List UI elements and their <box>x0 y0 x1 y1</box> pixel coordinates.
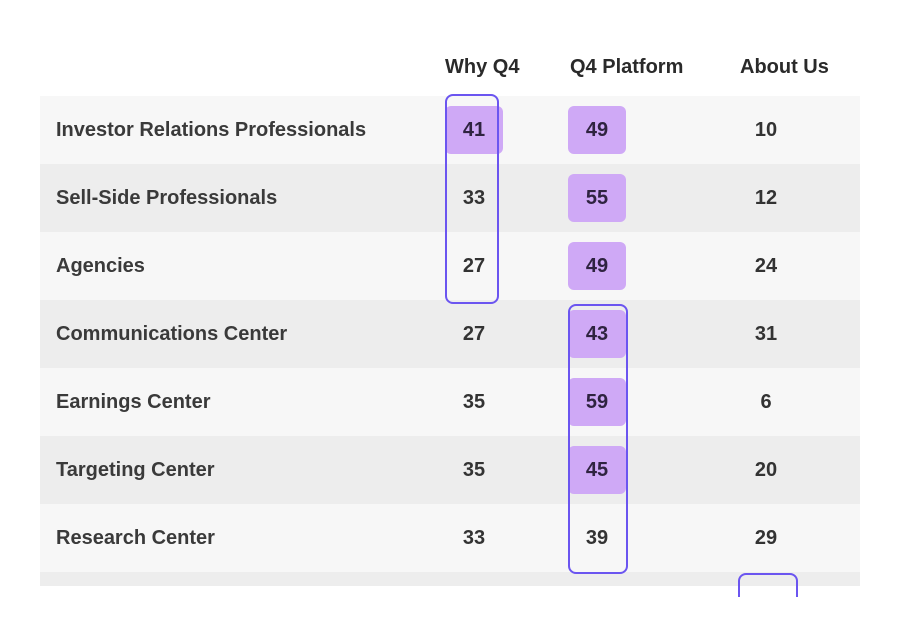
cell-why-q4: 33 <box>462 527 486 549</box>
row-label: Research Center <box>56 527 215 549</box>
table-row: Communications Center 27 43 31 <box>40 300 860 368</box>
outline-q4-platform-group <box>568 304 628 574</box>
cell-about-us: 12 <box>754 187 778 209</box>
cell-why-q4: 35 <box>462 391 486 413</box>
table-row: Agencies 27 49 24 <box>40 232 860 300</box>
table-row: Investor Relations Professionals 41 49 10 <box>40 96 860 164</box>
column-header-q4-platform: Q4 Platform <box>570 56 684 78</box>
cell-q4-platform: 59 <box>568 378 626 426</box>
row-label: Agencies <box>56 255 145 277</box>
cell-why-q4: 35 <box>462 459 486 481</box>
row-label: Sell-Side Professionals <box>56 187 278 209</box>
cell-why-q4: 27 <box>462 255 486 277</box>
cell-q4-platform: 49 <box>568 242 626 290</box>
cell-about-us: 31 <box>754 323 778 345</box>
cell-about-us: 20 <box>754 459 778 481</box>
cell-why-q4: 41 <box>445 106 503 154</box>
data-table: Why Q4 Q4 Platform About Us Investor Rel… <box>40 40 860 597</box>
row-label: Investor Relations Professionals <box>56 119 367 141</box>
cell-q4-platform: 55 <box>568 174 626 222</box>
table-row: Targeting Center 35 45 20 <box>40 436 860 504</box>
table-row: Sell-Side Professionals 33 55 12 <box>40 164 860 232</box>
cell-q4-platform: 43 <box>568 310 626 358</box>
cell-about-us: 10 <box>754 119 778 141</box>
cell-about-us: 24 <box>754 255 778 277</box>
cell-about-us: 29 <box>754 527 778 549</box>
cell-q4-platform: 49 <box>568 106 626 154</box>
outline-about-us-partial <box>738 573 798 597</box>
row-label: Targeting Center <box>56 459 215 481</box>
cell-why-q4: 33 <box>462 187 486 209</box>
column-header-why-q4: Why Q4 <box>445 56 520 78</box>
table-row: Research Center 33 39 29 <box>40 504 860 572</box>
table-row-partial <box>40 572 860 586</box>
cell-why-q4: 27 <box>462 323 486 345</box>
table-row: Earnings Center 35 59 6 <box>40 368 860 436</box>
row-label: Earnings Center <box>56 391 211 413</box>
cell-q4-platform: 45 <box>568 446 626 494</box>
column-header-about-us: About Us <box>740 56 829 78</box>
cell-about-us: 6 <box>760 391 772 413</box>
row-label: Communications Center <box>56 323 288 345</box>
outline-why-q4-group <box>445 94 499 304</box>
cell-q4-platform: 39 <box>585 527 609 549</box>
